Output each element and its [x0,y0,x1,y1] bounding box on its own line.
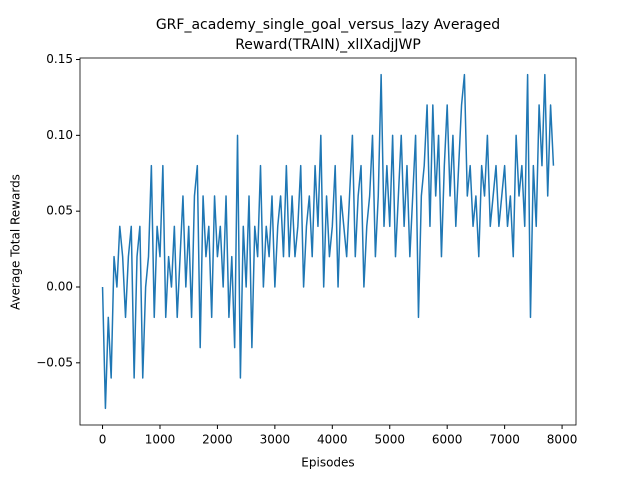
y-tick-label: 0.10 [46,128,73,142]
chart-title: GRF_academy_single_goal_versus_lazy Aver… [156,17,500,33]
x-tick-label: 0 [99,433,107,447]
y-axis-label: Average Total Rewards [9,174,23,310]
x-axis-label: Episodes [301,456,354,470]
x-tick-label: 5000 [374,433,405,447]
x-tick-label: 8000 [547,433,578,447]
x-tick-label: 4000 [317,433,348,447]
y-tick-label: −0.05 [36,355,73,369]
plot-frame [79,57,577,426]
x-tick-label: 2000 [202,433,233,447]
data-line [101,73,555,410]
y-tick-label: 0.00 [46,279,73,293]
y-tick-label: 0.05 [46,204,73,218]
x-tick-label: 3000 [260,433,291,447]
x-tick-label: 7000 [489,433,520,447]
x-tick-label: 1000 [145,433,176,447]
chart-title: Reward(TRAIN)_xlIXadjJWP [235,37,421,53]
x-tick-label: 6000 [432,433,463,447]
y-tick-label: 0.15 [46,52,73,66]
